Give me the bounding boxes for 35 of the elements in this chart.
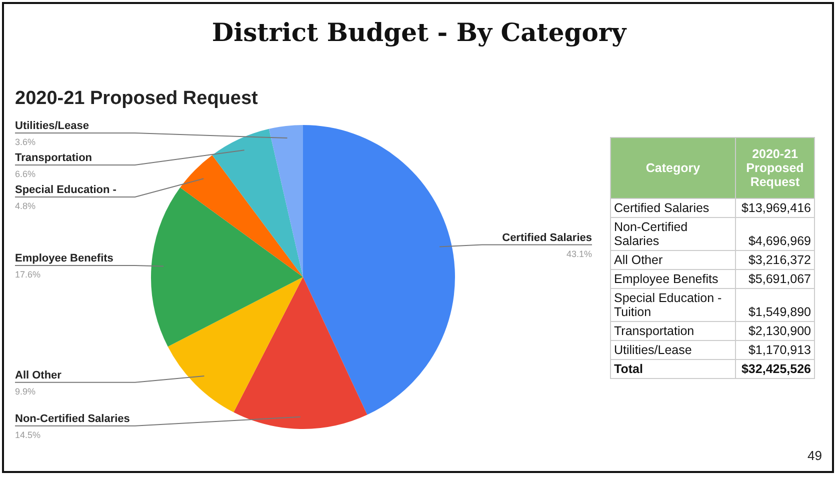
- text: $1,170,913: [748, 343, 811, 357]
- text: $1,549,890: [748, 305, 811, 319]
- data-label: 9.9%: [15, 386, 36, 396]
- category-label: Utilities/Lease: [610, 340, 736, 360]
- data-label: 43.1%: [566, 248, 592, 259]
- category-label: Special Education - Tuition: [610, 288, 736, 322]
- text: 2020-21 Proposed Request: [736, 138, 814, 198]
- slice-label: All Other: [15, 369, 62, 382]
- text: $13,969,416: [741, 201, 811, 215]
- slice-label: Employee Benefits: [15, 252, 114, 265]
- text: $4,696,969: [748, 234, 811, 248]
- category-label: Certified Salaries: [610, 198, 736, 218]
- chart-title: District Budget - By Category: [210, 18, 628, 47]
- data-label: 6.6%: [15, 169, 36, 179]
- data-label: 14.5%: [15, 430, 41, 440]
- slice-label: Non-Certified Salaries: [15, 412, 130, 425]
- text: $2,130,900: [748, 324, 811, 338]
- text: $5,691,067: [748, 272, 811, 286]
- data-label: 17.6%: [15, 270, 41, 280]
- text: 49: [808, 448, 822, 463]
- slice-label: Certified Salaries: [502, 232, 592, 244]
- category-label: Non-Certified Salaries: [610, 218, 736, 250]
- text: $32,425,526: [741, 362, 811, 376]
- data-label: 3.6%: [15, 137, 36, 147]
- category-label: Employee Benefits: [610, 270, 736, 288]
- category-label: All Other: [610, 250, 736, 270]
- text: $3,216,372: [748, 253, 811, 267]
- category-label: Transportation: [610, 322, 736, 340]
- text: Category: [610, 138, 736, 198]
- category-label: Total: [610, 360, 736, 378]
- slice-label: Transportation: [15, 152, 92, 164]
- slice-label: Utilities/Lease: [15, 120, 89, 132]
- data-label: 4.8%: [15, 201, 36, 211]
- slice-label: Special Education -: [15, 184, 117, 196]
- chart-subtitle: 2020-21 Proposed Request: [15, 88, 258, 110]
